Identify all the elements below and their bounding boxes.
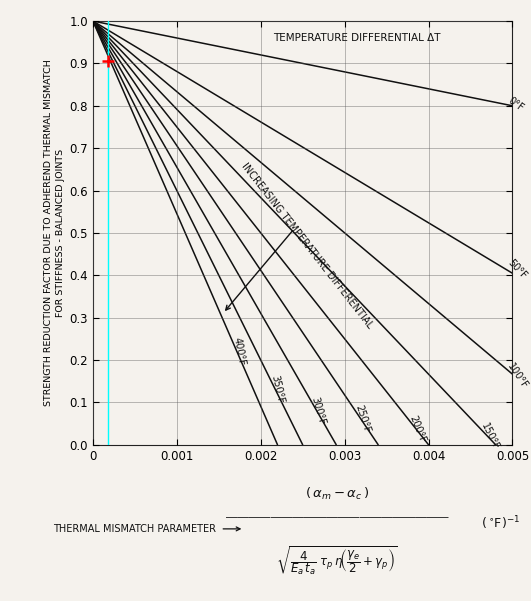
Text: $(\,\alpha_m - \alpha_c\,)$: $(\,\alpha_m - \alpha_c\,)$ [305,486,369,502]
Text: 50°F: 50°F [506,258,528,281]
Text: 200°F: 200°F [408,414,427,444]
Text: 250°F: 250°F [353,403,372,434]
Text: THERMAL MISMATCH PARAMETER: THERMAL MISMATCH PARAMETER [53,524,216,534]
Text: $\sqrt{\dfrac{4}{E_a\,t_a}\;\tau_p\,\eta\!\left(\dfrac{\gamma_e}{2}+\gamma_p\rig: $\sqrt{\dfrac{4}{E_a\,t_a}\;\tau_p\,\eta… [276,544,398,577]
Text: 400°F: 400°F [232,337,247,367]
Text: INCREASING TEMPERATURE DIFFERENTIAL: INCREASING TEMPERATURE DIFFERENTIAL [239,161,374,330]
Text: 350°F: 350°F [269,374,285,405]
Text: TEMPERATURE DIFFERENTIAL ΔT: TEMPERATURE DIFFERENTIAL ΔT [273,33,441,43]
Y-axis label: STRENGTH REDUCTION FACTOR DUE TO ADHEREND THERMAL MISMATCH
FOR STIFFNESS - BALAN: STRENGTH REDUCTION FACTOR DUE TO ADHEREN… [44,59,65,406]
Text: ――――――――――――――――――――: ―――――――――――――――――――― [226,512,449,522]
Text: 300°F: 300°F [310,395,327,426]
Text: $(\,{}^{\circ}\mathrm{F})^{-1}$: $(\,{}^{\circ}\mathrm{F})^{-1}$ [481,514,520,532]
Text: 100°F: 100°F [506,362,530,391]
Text: 150°F: 150°F [479,422,501,452]
Text: 0°F: 0°F [506,96,525,114]
